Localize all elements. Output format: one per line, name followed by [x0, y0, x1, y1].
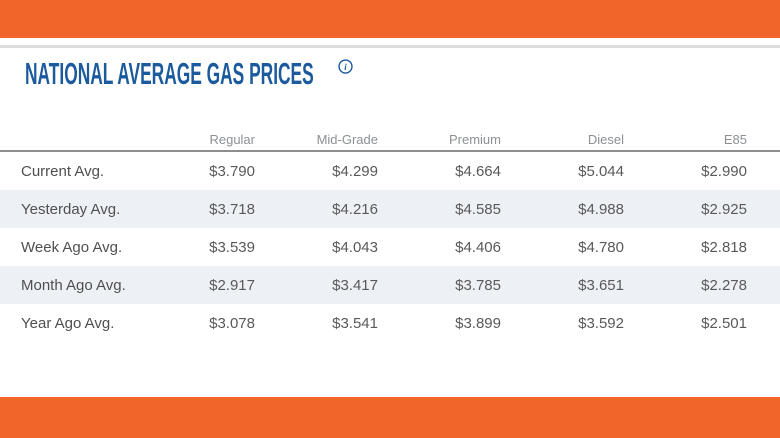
price-cell: $3.078 [209, 314, 255, 332]
price-cell: $5.044 [578, 162, 624, 180]
price-cell: $4.216 [332, 200, 378, 218]
price-cell: $4.585 [455, 200, 501, 218]
header-divider [0, 45, 780, 48]
row-label: Yesterday Avg. [21, 200, 121, 218]
price-cell: $3.541 [332, 314, 378, 332]
bottom-accent-bar [0, 397, 780, 438]
price-cell: $2.278 [701, 276, 747, 294]
price-cell: $3.785 [455, 276, 501, 294]
table-row-weekago: Week Ago Avg. $3.539 $4.043 $4.406 $4.78… [0, 228, 780, 266]
price-cell: $4.299 [332, 162, 378, 180]
price-cell: $2.917 [209, 276, 255, 294]
price-cell: $2.501 [701, 314, 747, 332]
col-header-diesel: Diesel [587, 131, 624, 147]
gas-price-table: Regular Mid-Grade Premium Diesel E85 Cur… [0, 128, 780, 342]
price-cell: $4.664 [455, 162, 501, 180]
price-cell: $4.988 [578, 200, 624, 218]
info-icon[interactable]: i [338, 59, 353, 74]
price-cell: $3.417 [332, 276, 378, 294]
price-cell: $3.899 [455, 314, 501, 332]
price-cell: $4.406 [455, 238, 501, 256]
price-cell: $4.043 [332, 238, 378, 256]
price-cell: $3.592 [578, 314, 624, 332]
col-header-e85: E85 [723, 131, 747, 147]
page-title: NATIONAL AVERAGE GAS PRICES [25, 56, 314, 91]
price-cell: $3.790 [209, 162, 255, 180]
col-header-midgrade: Mid-Grade [316, 131, 378, 147]
table-row-current: Current Avg. $3.790 $4.299 $4.664 $5.044… [0, 152, 780, 190]
top-accent-bar [0, 0, 780, 38]
svg-text:i: i [344, 62, 347, 72]
col-header-premium: Premium [448, 131, 501, 147]
price-cell: $2.818 [701, 238, 747, 256]
table-row-monthago: Month Ago Avg. $2.917 $3.417 $3.785 $3.6… [0, 266, 780, 304]
table-row-yesterday: Yesterday Avg. $3.718 $4.216 $4.585 $4.9… [0, 190, 780, 228]
price-cell: $3.718 [209, 200, 255, 218]
col-header-regular: Regular [209, 131, 255, 147]
table-header-row: Regular Mid-Grade Premium Diesel E85 [0, 128, 780, 152]
price-cell: $3.539 [209, 238, 255, 256]
price-cell: $2.990 [701, 162, 747, 180]
row-label: Week Ago Avg. [21, 238, 123, 256]
row-label: Current Avg. [21, 162, 105, 180]
price-cell: $4.780 [578, 238, 624, 256]
row-label: Month Ago Avg. [21, 276, 126, 294]
table-row-yearago: Year Ago Avg. $3.078 $3.541 $3.899 $3.59… [0, 304, 780, 342]
price-cell: $3.651 [578, 276, 624, 294]
title-area: NATIONAL AVERAGE GAS PRICES i [25, 56, 780, 91]
price-cell: $2.925 [701, 200, 747, 218]
row-label: Year Ago Avg. [21, 314, 115, 332]
